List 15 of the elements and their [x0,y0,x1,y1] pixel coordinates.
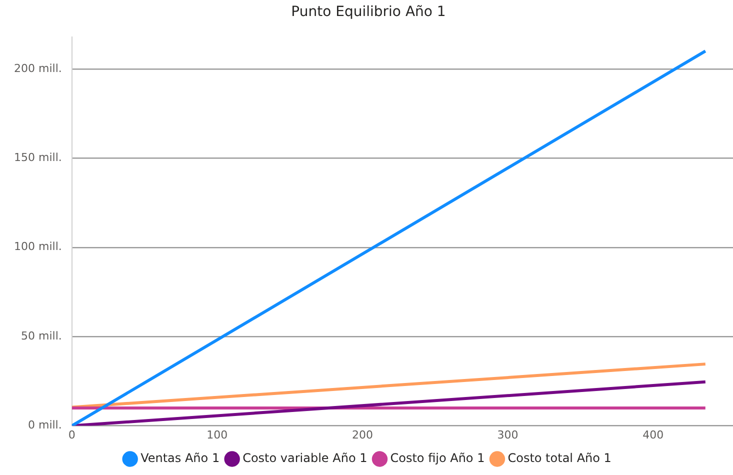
legend-label: Costo total Año 1 [508,451,612,466]
legend-label: Costo variable Año 1 [242,451,368,466]
y-tick-label: 150 mill. [14,151,62,164]
y-tick-label: 50 mill. [21,329,62,342]
x-tick-label: 400 [642,428,664,442]
legend-label: Ventas Año 1 [140,451,220,466]
legend-label: Costo fijo Año 1 [390,451,485,466]
x-tick-label: 100 [206,428,228,442]
y-tick-label: 0 mill. [28,418,62,432]
x-tick-label: 0 [68,428,76,442]
y-tick-label: 200 mill. [14,62,62,75]
x-tick-label: 200 [352,428,373,442]
x-tick-label: 300 [497,428,518,442]
chart-title: Punto Equilibrio Año 1 [291,4,446,20]
y-tick-label: 100 mill. [14,240,62,254]
